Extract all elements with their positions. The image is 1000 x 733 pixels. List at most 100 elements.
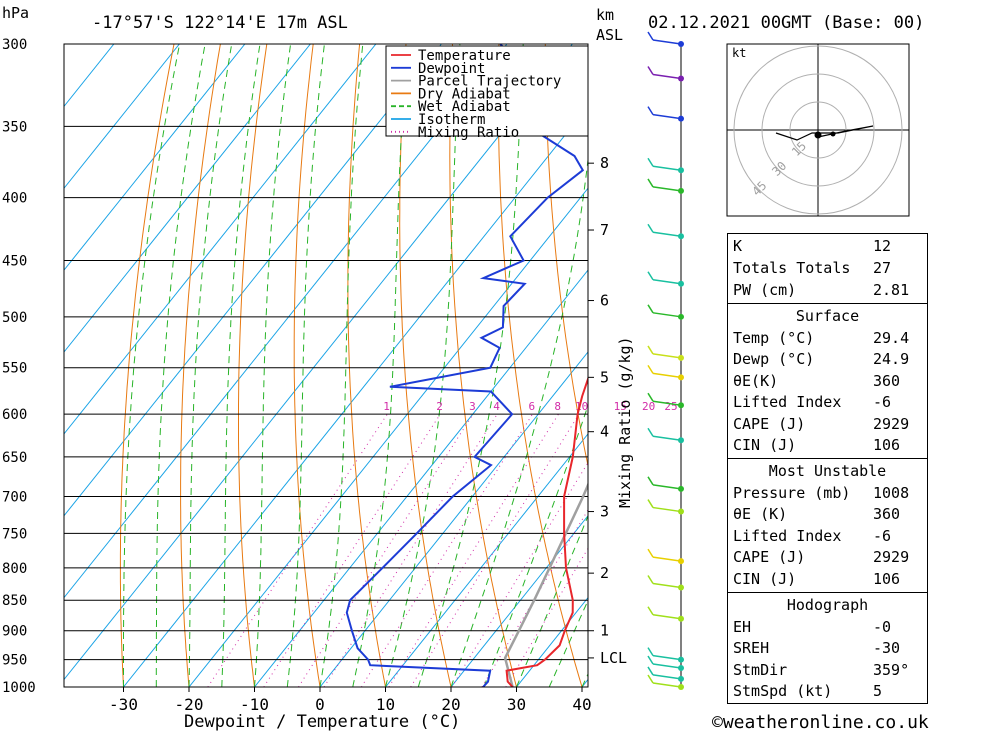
pw-value: 2.81 <box>873 281 910 299</box>
pressure-tick-label: 550 <box>2 361 27 377</box>
x-tick-label: -10 <box>240 695 269 714</box>
wind-barb-flag <box>647 271 654 281</box>
wind-barb-shaft <box>652 484 682 490</box>
wind-barb-flag <box>647 666 654 676</box>
isotherm-line <box>188 187 588 687</box>
eh-value: -0 <box>873 618 892 636</box>
surface-cape-label: CAPE (J) <box>733 415 806 433</box>
wind-level-dot <box>678 115 684 122</box>
pressure-tick-label: 800 <box>2 561 27 577</box>
sreh-value: -30 <box>873 639 901 657</box>
wind-level-dot <box>678 485 684 492</box>
mu-li-value: -6 <box>873 527 892 545</box>
wind-barb-flag <box>647 476 654 486</box>
wind-barb-flag <box>647 427 654 437</box>
dry-adiabat-line <box>544 44 588 469</box>
wind-barb-shaft <box>652 113 682 120</box>
wet-adiabat-line <box>548 599 588 687</box>
datetime-title: 02.12.2021 00GMT (Base: 00) <box>648 13 924 33</box>
surface-thetae-label: θE(K) <box>733 372 779 390</box>
surface-dewp-label: Dewp (°C) <box>733 350 815 368</box>
mixing-ratio-line <box>323 413 498 687</box>
isotherm-line <box>385 433 588 687</box>
wind-barb-flag <box>647 548 654 558</box>
wind-level-dot <box>678 656 684 663</box>
mu-cin-value: 106 <box>873 570 901 588</box>
wind-barb-shaft <box>652 165 682 171</box>
isotherm-line <box>123 105 588 687</box>
surface-temp-label: Temp (°C) <box>733 329 815 347</box>
x-tick-label: 40 <box>572 695 591 714</box>
wind-level-dot <box>678 558 684 565</box>
wind-level-dot <box>678 508 684 515</box>
mixing-ratio-label: 6 <box>528 400 535 413</box>
x-tick-label: -30 <box>109 695 138 714</box>
pressure-tick-label: 900 <box>2 624 27 640</box>
height-km-label: 3 <box>600 503 609 521</box>
pressure-tick-label: 600 <box>2 407 27 423</box>
mixing-ratio-label: 20 <box>642 400 655 413</box>
legend-label: Wet Adiabat <box>418 99 511 115</box>
hodograph-ring <box>761 73 875 187</box>
surface-temp-value: 29.4 <box>873 329 910 347</box>
wind-barb-shaft <box>652 400 682 406</box>
wet-adiabat-line <box>254 44 292 687</box>
isotherm-line <box>64 44 246 271</box>
mixing-ratio-line <box>388 413 559 687</box>
wet-adiabat-line <box>385 44 461 687</box>
mu-cape-value: 2929 <box>873 548 910 566</box>
surface-dewp-value: 24.9 <box>873 350 910 368</box>
x-tick-label: 30 <box>507 695 526 714</box>
pressure-tick-label: 350 <box>2 119 27 135</box>
parcel-trajectory-line <box>503 481 588 687</box>
wind-barb-flag <box>647 345 654 355</box>
stmspd-value: 5 <box>873 682 883 700</box>
hodograph-params-title: Hodograph <box>786 596 869 614</box>
sreh-label: SREH <box>733 639 770 657</box>
surface-cape-value: 2929 <box>873 415 910 433</box>
pressure-tick-label: 950 <box>2 653 27 669</box>
wind-barb-shaft <box>652 312 682 318</box>
wind-barb-flag <box>647 178 654 188</box>
wet-adiabat-line <box>123 44 181 687</box>
mixing-ratio-label: 15 <box>614 400 627 413</box>
wind-level-dot <box>678 664 684 671</box>
indices-panel: K 12 Totals Totals 27 PW (cm) 2.81 Surface … <box>727 233 928 704</box>
surface-thetae-value: 360 <box>873 372 901 390</box>
isotherm-line <box>64 44 573 681</box>
hodograph-ring <box>789 101 847 159</box>
pressure-tick-label: 400 <box>2 191 27 207</box>
wind-barb-flag <box>647 606 654 616</box>
mu-cin-label: CIN (J) <box>733 570 797 588</box>
wind-barb-flag <box>647 304 654 314</box>
height-km-label: 6 <box>600 292 609 310</box>
wind-barb-shaft <box>652 73 682 80</box>
wind-barb-flag <box>647 655 654 665</box>
pw-label: PW (cm) <box>733 281 797 299</box>
plot-frame <box>63 43 589 688</box>
isotherm-line <box>319 351 588 687</box>
storm-motion-marker <box>814 131 822 139</box>
dry-adiabat-line <box>119 44 175 687</box>
wet-adiabat-line <box>286 44 325 687</box>
isotherm-line <box>64 44 442 517</box>
wind-barb-shaft <box>652 186 682 192</box>
surface-title: Surface <box>795 307 860 325</box>
hodograph-ring <box>733 45 903 215</box>
mixing-ratio-label: 3 <box>469 400 476 413</box>
wind-barb-shaft <box>652 654 682 661</box>
dewpoint-line <box>345 44 585 687</box>
wind-barb-flag <box>647 31 654 41</box>
most-unstable-title: Most Unstable <box>768 462 887 480</box>
mean-wind-marker <box>830 131 836 137</box>
mu-pressure-label: Pressure (mb) <box>733 484 851 502</box>
dry-adiabat-line <box>293 44 321 687</box>
dry-adiabat-line <box>959 26 1000 687</box>
dry-adiabat-line <box>591 26 713 687</box>
wind-barb-shaft <box>652 39 682 45</box>
wind-level-dot <box>678 675 684 682</box>
k-value: 12 <box>873 237 892 255</box>
mixing-ratio-label: 8 <box>554 400 561 413</box>
